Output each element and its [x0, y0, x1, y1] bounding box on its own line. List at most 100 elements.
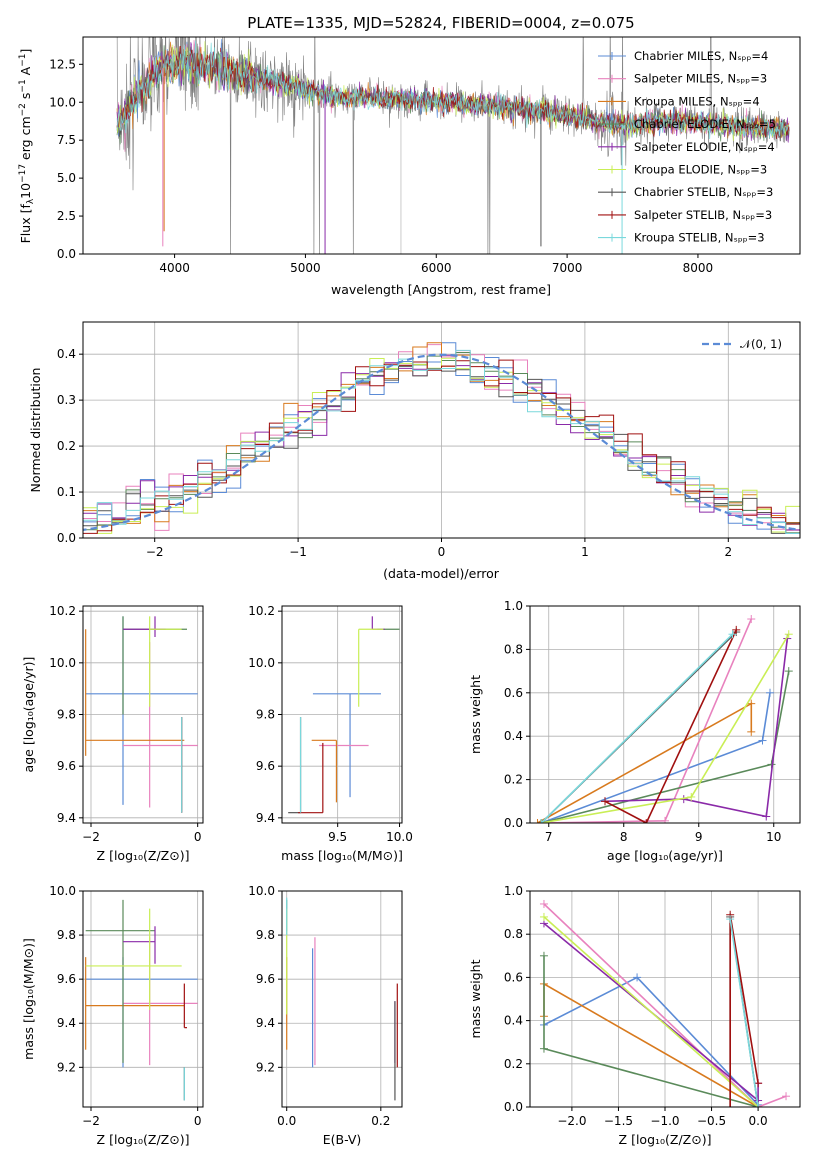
legend-label: Chabrier MILES, Nₛₚₚ=4 — [634, 49, 768, 63]
weight-series-line — [540, 633, 734, 823]
mass_vs_ebv-ytick-label: 9.6 — [256, 972, 275, 986]
weight_vs_age-ytick-label: 0.6 — [504, 686, 523, 700]
weight_vs_Z-xtick-label: −0.5 — [697, 1114, 726, 1128]
legend-label: Chabrier STELIB, Nₛₚₚ=3 — [634, 185, 773, 199]
weight_vs_age-xtick-label: 10 — [766, 830, 781, 844]
weight-series-line — [543, 955, 759, 1107]
weight_vs_Z-ytick-label: 0.2 — [504, 1057, 523, 1071]
weight_vs_Z-xtick-label: −1.5 — [604, 1114, 633, 1128]
weight_vs_age-frame — [529, 605, 801, 824]
mass_vs_Z-ytick-label: 9.8 — [57, 928, 76, 942]
age_vs_mass-frame — [281, 605, 403, 824]
weight-series-line — [604, 638, 789, 818]
spectrum-legend: Chabrier MILES, Nₛₚₚ=4 Salpeter MILES, Nₛ… — [598, 49, 776, 245]
weight_vs_Z-ytick-label: 0.0 — [504, 1100, 523, 1114]
age_vs_Z-xlabel: Z [log₁₀(Z/Z⊙)] — [97, 848, 190, 863]
residuals-xtick-label: 2 — [724, 545, 732, 559]
age_vs_mass-xlabel: mass [log₁₀(M/M⊙)] — [281, 848, 403, 863]
mass_vs_ebv-xtick-label: 0.0 — [277, 1114, 296, 1128]
model-spectrum-line — [116, 40, 790, 140]
weight_vs_Z-xtick-label: −2.0 — [557, 1114, 586, 1128]
histogram-area — [83, 342, 800, 534]
age_vs_mass-ytick-label: 9.6 — [256, 759, 275, 773]
observed-spectrum-line — [116, 37, 790, 254]
mass_vs_ebv-ytick-label: 10.0 — [248, 884, 275, 898]
age_vs_mass-ytick-label: 9.8 — [256, 708, 275, 722]
histogram-series — [83, 349, 800, 534]
mass_vs_Z-xtick-label: −2 — [82, 1114, 100, 1128]
weight_vs_age-xlabel: age [log₁₀(age/yr)] — [607, 848, 723, 863]
weight-series-line — [543, 916, 759, 1107]
age_vs_Z-xtick-label: 0 — [194, 830, 202, 844]
weight_vs_Z-ytick-label: 0.8 — [504, 927, 523, 941]
mass_vs_ebv-frame — [281, 890, 403, 1108]
age_vs_Z-plot-area — [85, 616, 198, 813]
weight_vs_age-plot-area — [533, 615, 793, 823]
mass_vs_Z-xtick-label: 0 — [194, 1114, 202, 1128]
mass_vs_ebv-ytick-label: 9.4 — [256, 1016, 275, 1030]
mass_vs_ebv-xtick-label: 0.2 — [371, 1114, 390, 1128]
age_vs_mass-ytick-label: 10.0 — [248, 656, 275, 670]
residuals-xtick-label: −1 — [289, 545, 307, 559]
weight_vs_Z-panel: −2.0 −1.5 −1.0 −0.5 0.0 0.0 0.2 0.4 0.6 0.8 1.0 Z [… — [468, 884, 801, 1147]
spectrum-frame — [82, 36, 801, 255]
legend-label: Kroupa MILES, Nₛₚₚ=4 — [634, 94, 760, 108]
spectrum-ytick-label: 10.0 — [49, 95, 76, 109]
spectrum-ytick-label: 2.5 — [57, 209, 76, 223]
weight_vs_Z-frame — [529, 890, 801, 1108]
spectrum-ytick-label: 7.5 — [57, 133, 76, 147]
weight_vs_Z-xtick-label: 0.0 — [749, 1114, 768, 1128]
age_vs_mass-panel: 9.5 10.0 9.4 9.6 9.8 10.0 10.2 mass [log₁₀(M/M⊙… — [248, 604, 413, 863]
spectrum-xlabel: wavelength [Angstrom, rest frame] — [331, 282, 551, 297]
weight_vs_Z-ytick-label: 0.6 — [504, 970, 523, 984]
age_vs_mass-xtick-label: 10.0 — [386, 830, 413, 844]
age_vs_Z-frame — [82, 605, 204, 824]
residuals-ytick-label: 0.2 — [57, 439, 76, 453]
weight_vs_Z-ytick-label: 0.4 — [504, 1014, 523, 1028]
residuals-xlabel: (data-model)/error — [383, 566, 500, 581]
age_vs_Z-ytick-label: 9.4 — [57, 811, 76, 825]
spectrum-ylabel: Flux [fλ10−17 erg cm−2 s−1 A−1] — [18, 49, 36, 244]
spectrum-xtick-label: 8000 — [683, 261, 714, 275]
weight-series-line — [729, 918, 759, 1107]
legend-label: Salpeter ELODIE, Nₛₚₚ=4 — [634, 140, 775, 154]
weight-series-line — [543, 976, 759, 1106]
spectrum-ytick-label: 12.5 — [49, 57, 76, 71]
age_vs_Z-ytick-label: 10.0 — [49, 656, 76, 670]
residuals-ytick-label: 0.4 — [57, 347, 76, 361]
residuals-ytick-label: 0.1 — [57, 485, 76, 499]
spectrum-xtick-label: 4000 — [159, 261, 190, 275]
mass_vs_Z-ytick-label: 9.2 — [57, 1060, 76, 1074]
age_vs_mass-xtick-label: 9.5 — [328, 830, 347, 844]
weight-series-line — [604, 629, 738, 823]
age_vs_Z-ytick-label: 9.6 — [57, 759, 76, 773]
residuals-ylabel: Normed distribution — [28, 368, 43, 493]
residuals-frame — [82, 321, 801, 539]
legend-label: Salpeter STELIB, Nₛₚₚ=3 — [634, 208, 772, 222]
gaussian-curve — [83, 353, 800, 532]
residuals-legend: 𝒩(0, 1) — [702, 337, 782, 351]
spectrum-title: PLATE=1335, MJD=52824, FIBERID=0004, z=0… — [247, 14, 634, 32]
weight-series-line — [543, 982, 759, 1107]
weight_vs_age-xtick-label: 8 — [620, 830, 628, 844]
mass_vs_ebv-plot-area — [286, 897, 398, 1101]
age_vs_Z-xtick-label: −2 — [82, 830, 100, 844]
mass_vs_Z-panel: −2 0 9.2 9.4 9.6 9.8 10.0 Z [log₁₀(Z/Z⊙)] mass [… — [21, 884, 204, 1147]
mass_vs_ebv-ytick-label: 9.2 — [256, 1060, 275, 1074]
age_vs_mass-plot-area — [288, 616, 400, 814]
age_vs_Z-panel: −2 0 9.4 9.6 9.8 10.0 10.2 Z [log₁₀(Z/Z⊙)] age [… — [21, 604, 204, 863]
mass_vs_Z-xlabel: Z [log₁₀(Z/Z⊙)] — [97, 1132, 190, 1147]
spectrum-ytick-label: 5.0 — [57, 171, 76, 185]
weight_vs_Z-ylabel: mass weight — [468, 959, 483, 1038]
weight_vs_age-ytick-label: 0.2 — [504, 773, 523, 787]
weight_vs_age-panel: 7 8 9 10 0.0 0.2 0.4 0.6 0.8 1.0 age [log₁₀(age/yr… — [468, 599, 801, 863]
age_vs_Z-ytick-label: 10.2 — [49, 604, 76, 618]
spectrum-panel: PLATE=1335, MJD=52824, FIBERID=0004, z=0… — [18, 14, 801, 297]
spectrum-xtick-label: 6000 — [421, 261, 452, 275]
mass_vs_ebv-ytick-label: 9.8 — [256, 928, 275, 942]
mass_vs_Z-ytick-label: 9.6 — [57, 972, 76, 986]
weight-series-line — [543, 903, 787, 1107]
mass_vs_ebv-xlabel: E(B-V) — [323, 1132, 362, 1147]
mass_vs_Z-ytick-label: 10.0 — [49, 884, 76, 898]
